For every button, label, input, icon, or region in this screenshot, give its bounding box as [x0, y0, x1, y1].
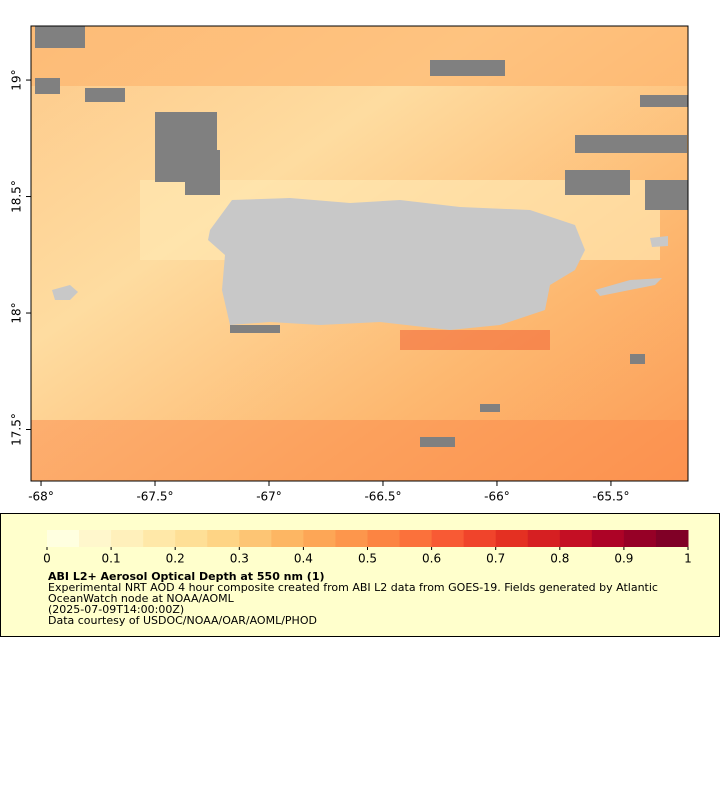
y-tick-label: 19°	[10, 69, 24, 90]
mona-island	[52, 285, 78, 300]
colorbar-swatch	[591, 530, 625, 547]
caption-title: ABI L2+ Aerosol Optical Depth at 550 nm …	[48, 570, 325, 583]
missing-patch	[575, 135, 687, 153]
missing-patch	[420, 437, 455, 447]
colorbar-swatch	[175, 530, 208, 547]
colorbar-tick-label: 0.7	[486, 552, 505, 566]
colorbar-swatch	[239, 530, 272, 547]
missing-patch	[230, 325, 280, 333]
colorbar-swatch	[559, 530, 593, 547]
colorbar-swatch	[303, 530, 336, 547]
map-raster	[31, 26, 688, 481]
axes: -68° -67.5° -67° -66.5° -66° -65.5° 17.5° 18° 18…	[10, 69, 630, 503]
missing-data	[35, 26, 688, 447]
vieques	[595, 278, 662, 296]
colorbar-swatch	[495, 530, 529, 547]
colorbar-swatch	[47, 530, 80, 547]
x-tick-label: -65.5°	[592, 490, 629, 504]
aod-field	[31, 26, 688, 86]
caption-line: Data courtesy of USDOC/NOAA/OAR/AOML/PHO…	[48, 614, 317, 627]
puerto-rico	[208, 198, 585, 330]
caption-line: OceanWatch node at NOAA/AOML	[48, 592, 235, 605]
missing-patch	[565, 170, 630, 195]
y-tick-label: 18°	[10, 302, 24, 323]
y-tick-label: 17.5°	[10, 413, 24, 446]
map-frame	[30, 25, 689, 482]
colorbar-tick-label: 0.8	[550, 552, 569, 566]
colorbar-tick-label: 0.5	[358, 552, 377, 566]
caption-line: Experimental NRT AOD 4 hour composite cr…	[48, 581, 658, 594]
x-tick-label: -67.5°	[136, 490, 173, 504]
y-tick-label: 18.5°	[10, 180, 24, 213]
colorbar-tick-label: 0.6	[422, 552, 441, 566]
colorbar: 0 0.1 0.2 0.3 0.4 0.5 0.6 0.7 0.8 0.9 1	[43, 530, 692, 566]
colorbar-tick-label: 1	[684, 552, 692, 566]
caption-line: (2025-07-09T14:00:00Z)	[48, 603, 184, 616]
aod-field	[31, 420, 688, 481]
missing-patch	[85, 88, 125, 102]
colorbar-swatch	[207, 530, 240, 547]
missing-patch	[35, 78, 60, 94]
aod-field	[400, 330, 550, 350]
colorbar-swatch	[79, 530, 112, 547]
colorbar-swatch	[367, 530, 401, 547]
x-tick-label: -66°	[484, 490, 510, 504]
missing-patch	[430, 60, 505, 76]
colorbar-swatch	[143, 530, 176, 547]
colorbar-swatch	[399, 530, 433, 547]
colorbar-swatch	[527, 530, 561, 547]
missing-patch	[35, 26, 85, 48]
colorbar-tick-label: 0.2	[166, 552, 185, 566]
colorbar-tick-label: 0.1	[102, 552, 121, 566]
colorbar-swatch	[111, 530, 144, 547]
colorbar-tick-label: 0.9	[614, 552, 633, 566]
x-tick-label: -66.5°	[364, 490, 401, 504]
colorbar-swatch	[335, 530, 368, 547]
colorbar-tick-label: 0	[43, 552, 51, 566]
missing-patch	[645, 180, 688, 210]
colorbar-swatch	[271, 530, 304, 547]
culebra	[650, 236, 668, 247]
colorbar-tick-label: 0.3	[230, 552, 249, 566]
missing-patch	[630, 354, 645, 364]
colorbar-swatch	[623, 530, 657, 547]
missing-patch	[185, 150, 220, 195]
missing-patch	[640, 95, 688, 107]
x-tick-label: -68°	[28, 490, 54, 504]
colorbar-swatch	[463, 530, 497, 547]
x-tick-label: -67°	[256, 490, 282, 504]
colorbar-swatch	[431, 530, 465, 547]
colorbar-swatch	[655, 530, 689, 547]
land	[52, 198, 668, 330]
colorbar-tick-label: 0.4	[294, 552, 313, 566]
missing-patch	[480, 404, 500, 412]
